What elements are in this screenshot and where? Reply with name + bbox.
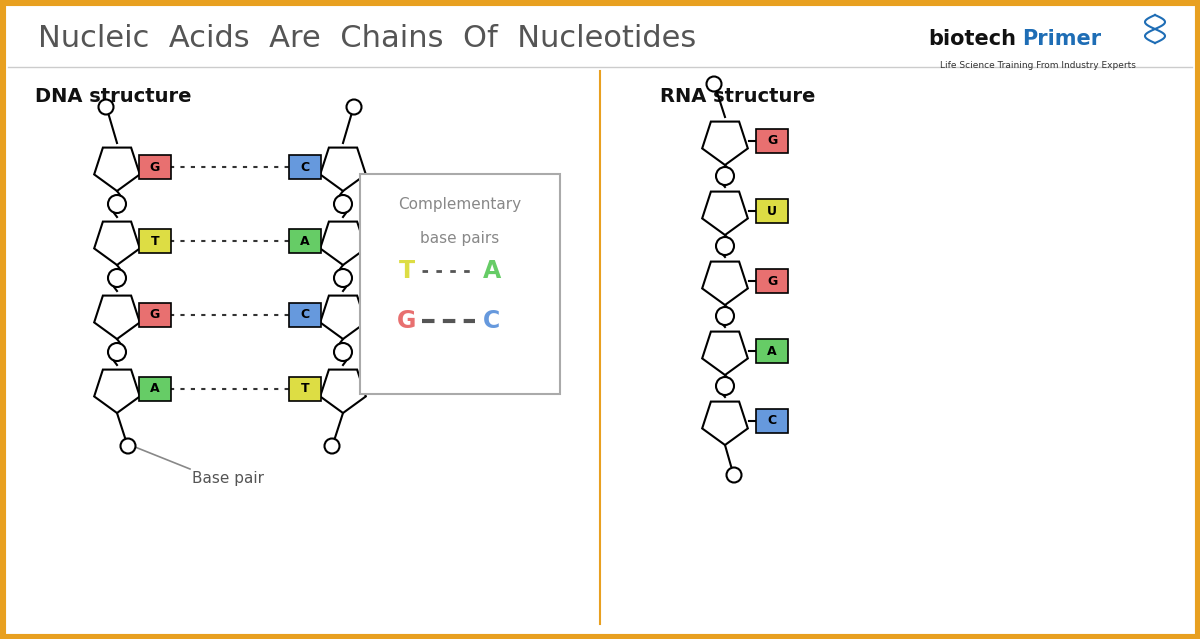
Circle shape <box>98 100 114 114</box>
Text: C: C <box>484 309 500 333</box>
FancyBboxPatch shape <box>289 377 322 401</box>
FancyBboxPatch shape <box>139 229 172 253</box>
Text: Nucleic  Acids  Are  Chains  Of  Nucleotides: Nucleic Acids Are Chains Of Nucleotides <box>38 24 696 53</box>
Text: Primer: Primer <box>1022 29 1102 49</box>
Circle shape <box>716 167 734 185</box>
Text: A: A <box>150 383 160 396</box>
Text: C: C <box>768 415 776 427</box>
Circle shape <box>716 237 734 255</box>
Text: T: T <box>301 383 310 396</box>
Text: A: A <box>767 344 776 357</box>
Circle shape <box>334 269 352 287</box>
FancyBboxPatch shape <box>139 155 172 179</box>
FancyBboxPatch shape <box>139 377 172 401</box>
Polygon shape <box>94 369 140 413</box>
Text: G: G <box>767 275 778 288</box>
Text: biotech: biotech <box>928 29 1016 49</box>
FancyBboxPatch shape <box>289 155 322 179</box>
Polygon shape <box>702 261 748 305</box>
Circle shape <box>108 269 126 287</box>
Circle shape <box>347 100 361 114</box>
Text: T: T <box>151 235 160 247</box>
Polygon shape <box>702 332 748 375</box>
Polygon shape <box>320 222 366 265</box>
Text: DNA structure: DNA structure <box>35 87 192 106</box>
Text: T: T <box>398 259 415 283</box>
Circle shape <box>120 438 136 454</box>
Polygon shape <box>702 192 748 235</box>
Polygon shape <box>320 296 366 339</box>
Text: C: C <box>300 160 310 174</box>
FancyBboxPatch shape <box>756 269 788 293</box>
Text: A: A <box>300 235 310 247</box>
Text: base pairs: base pairs <box>420 231 499 246</box>
FancyBboxPatch shape <box>756 339 788 363</box>
Text: Complementary: Complementary <box>398 197 522 212</box>
Text: U: U <box>767 204 778 217</box>
FancyBboxPatch shape <box>756 129 788 153</box>
Text: C: C <box>300 309 310 321</box>
Text: Base pair: Base pair <box>192 471 264 486</box>
Text: G: G <box>150 160 160 174</box>
Polygon shape <box>702 121 748 165</box>
Text: Life Science Training From Industry Experts: Life Science Training From Industry Expe… <box>940 61 1136 70</box>
Polygon shape <box>94 222 140 265</box>
Polygon shape <box>320 148 366 191</box>
Text: G: G <box>150 309 160 321</box>
Polygon shape <box>702 401 748 445</box>
FancyBboxPatch shape <box>756 409 788 433</box>
Circle shape <box>707 77 721 91</box>
Circle shape <box>334 343 352 361</box>
FancyBboxPatch shape <box>360 174 560 394</box>
FancyBboxPatch shape <box>289 303 322 327</box>
Text: A: A <box>482 259 502 283</box>
Circle shape <box>716 377 734 395</box>
Polygon shape <box>94 148 140 191</box>
Circle shape <box>334 195 352 213</box>
FancyBboxPatch shape <box>756 199 788 223</box>
Circle shape <box>108 195 126 213</box>
Circle shape <box>108 343 126 361</box>
Circle shape <box>726 468 742 482</box>
Polygon shape <box>94 296 140 339</box>
FancyBboxPatch shape <box>139 303 172 327</box>
Circle shape <box>716 307 734 325</box>
Text: G: G <box>767 134 778 148</box>
Polygon shape <box>320 369 366 413</box>
Text: RNA structure: RNA structure <box>660 87 815 106</box>
Text: G: G <box>397 309 416 333</box>
Circle shape <box>324 438 340 454</box>
FancyBboxPatch shape <box>289 229 322 253</box>
